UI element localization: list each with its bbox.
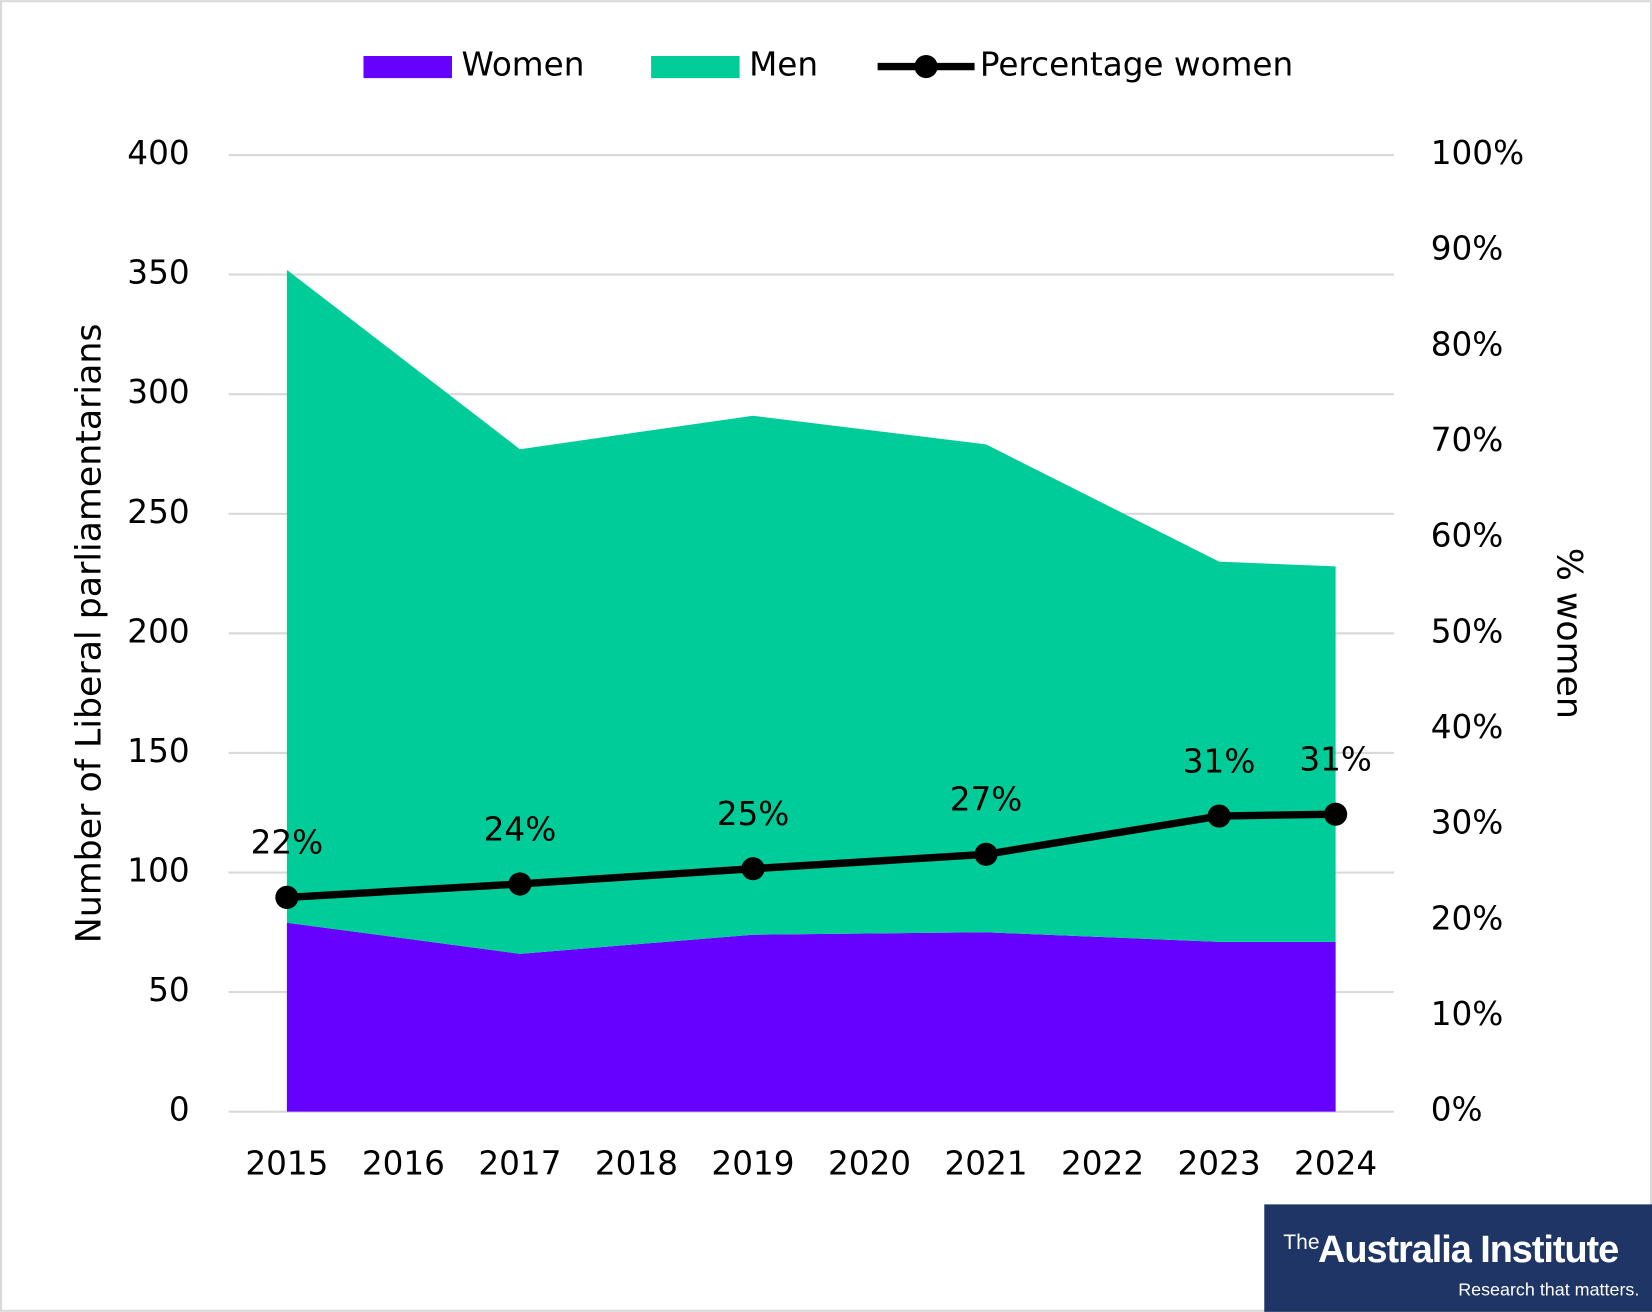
x-tick-label: 2022: [1061, 1144, 1144, 1182]
x-tick-label: 2021: [944, 1144, 1027, 1182]
y-axis-title: Number of Liberal parliamentarians: [70, 323, 110, 943]
x-tick-label: 2018: [595, 1144, 678, 1182]
y-tick-label: 300: [127, 373, 189, 411]
y2-tick-label: 10%: [1431, 995, 1504, 1033]
marker: [508, 872, 532, 896]
y-tick-label: 400: [127, 134, 189, 172]
legend-label: Men: [749, 46, 818, 84]
y2-tick-label: 40%: [1431, 708, 1504, 746]
y2-tick-label: 70%: [1431, 421, 1504, 459]
legend-label: Percentage women: [980, 46, 1293, 84]
marker: [974, 842, 998, 866]
marker: [741, 857, 765, 881]
y2-tick-label: 90%: [1431, 230, 1504, 268]
y-tick-label: 200: [127, 612, 189, 650]
logo-prefix: The: [1283, 1231, 1319, 1254]
x-tick-label: 2020: [828, 1144, 911, 1182]
logo-tagline: Research that matters.: [1458, 1280, 1639, 1300]
y-tick-label: 50: [148, 971, 190, 1009]
marker: [275, 885, 299, 909]
legend-marker: [914, 54, 938, 79]
y2-tick-label: 20%: [1431, 899, 1504, 937]
data-label: 31%: [1183, 742, 1256, 780]
x-tick-label: 2019: [711, 1144, 794, 1182]
x-tick-label: 2016: [362, 1144, 445, 1182]
logo: The Australia Institute Research that ma…: [1264, 1204, 1652, 1312]
y-tick-label: 100: [127, 852, 189, 890]
x-tick-label: 2015: [245, 1144, 328, 1182]
y2-tick-label: 30%: [1431, 804, 1504, 842]
y2-tick-label: 100%: [1431, 134, 1524, 172]
y2-tick-label: 0%: [1431, 1091, 1483, 1129]
x-tick-label: 2017: [478, 1144, 561, 1182]
y2-tick-label: 80%: [1431, 325, 1504, 363]
data-label: 27%: [950, 781, 1023, 819]
data-label: 22%: [251, 824, 324, 862]
line: [286, 810, 1336, 902]
legend-swatch: [363, 55, 452, 79]
marker: [1324, 802, 1348, 826]
y2-axis-title: % women: [1549, 548, 1589, 719]
y-tick-label: 150: [127, 732, 189, 770]
data-label: 25%: [717, 795, 790, 833]
y-tick-label: 0: [169, 1091, 190, 1129]
y-tick-label: 250: [127, 493, 189, 531]
y2-tick-label: 50%: [1431, 612, 1504, 650]
logo-background: [1264, 1204, 1652, 1312]
data-label: 24%: [484, 810, 557, 848]
x-tick-label: 2024: [1294, 1144, 1377, 1182]
area: [286, 269, 1336, 954]
labels: 0 50 100 150 200 250 300 350 400 0% 10% 20% 30% 40% 50…: [127, 134, 1524, 1182]
data-label: 31%: [1299, 740, 1372, 778]
logo-name: Australia Institute: [1318, 1229, 1618, 1271]
marker: [1207, 804, 1231, 828]
plot-area: [275, 269, 1348, 1112]
legend-swatch: [651, 55, 740, 79]
y2-tick-label: 60%: [1431, 517, 1504, 555]
area: [286, 922, 1336, 1112]
legend-label: Women: [461, 46, 584, 84]
y-tick-label: 350: [127, 254, 189, 292]
x-tick-label: 2023: [1178, 1144, 1261, 1182]
